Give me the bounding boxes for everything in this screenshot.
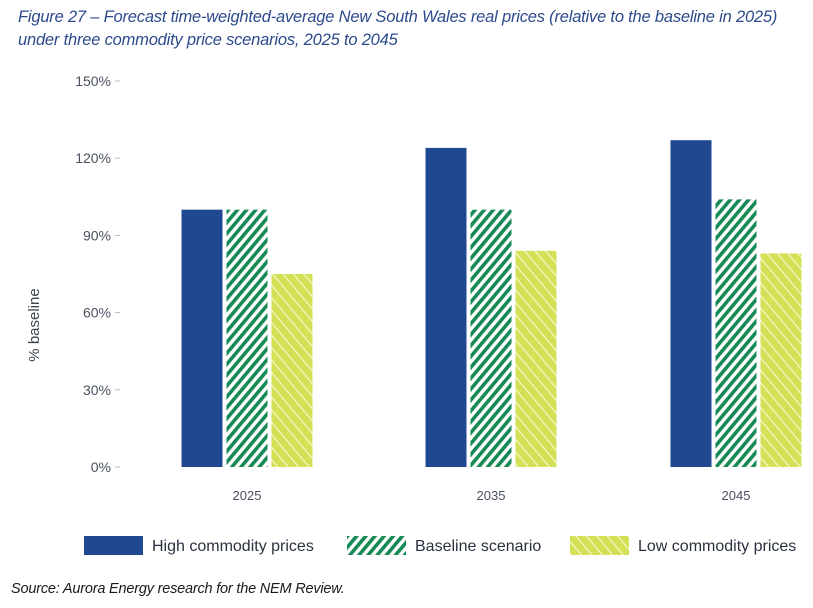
bar-high-commodity-prices-2025 bbox=[181, 209, 223, 467]
legend: High commodity prices Baseline scenario Lo… bbox=[84, 536, 796, 555]
bar-baseline-scenario-2045 bbox=[715, 199, 757, 467]
source-note: Source: Aurora Energy research for the N… bbox=[11, 581, 345, 597]
x-tick-label: 2045 bbox=[722, 488, 751, 503]
y-tick-label: 0% bbox=[91, 459, 111, 475]
legend-item: Low commodity prices bbox=[570, 536, 796, 555]
legend-label: Baseline scenario bbox=[415, 538, 541, 555]
legend-swatch bbox=[84, 536, 143, 555]
legend-item: High commodity prices bbox=[84, 536, 314, 555]
bar-group-2025 bbox=[181, 209, 313, 467]
legend-swatch bbox=[570, 536, 629, 555]
bar-low-commodity-prices-2025 bbox=[271, 274, 313, 467]
bar-high-commodity-prices-2035 bbox=[425, 147, 467, 467]
legend-item: Baseline scenario bbox=[347, 536, 541, 555]
bar-baseline-scenario-2025 bbox=[226, 209, 268, 467]
y-tick-label: 30% bbox=[83, 382, 111, 398]
y-tick-label: 150% bbox=[75, 73, 111, 89]
x-axis: 2025 2035 2045 bbox=[233, 488, 751, 503]
bar-group-2045 bbox=[670, 140, 802, 468]
y-axis-label: % baseline bbox=[26, 288, 43, 361]
y-tick-label: 60% bbox=[83, 305, 111, 321]
x-tick-label: 2025 bbox=[233, 488, 262, 503]
y-axis: 0% 30% 60% 90% 120% 150% bbox=[75, 73, 120, 475]
bar-high-commodity-prices-2045 bbox=[670, 140, 712, 468]
bars bbox=[181, 140, 802, 468]
legend-label: High commodity prices bbox=[152, 538, 314, 555]
bar-low-commodity-prices-2035 bbox=[515, 250, 557, 467]
legend-label: Low commodity prices bbox=[638, 538, 796, 555]
legend-swatch bbox=[347, 536, 406, 555]
x-tick-label: 2035 bbox=[477, 488, 506, 503]
bar-low-commodity-prices-2045 bbox=[760, 253, 802, 467]
figure-title: Figure 27 – Forecast time-weighted-avera… bbox=[18, 8, 778, 49]
y-tick-label: 120% bbox=[75, 150, 111, 166]
bar-group-2035 bbox=[425, 147, 557, 467]
bar-baseline-scenario-2035 bbox=[470, 209, 512, 467]
y-tick-label: 90% bbox=[83, 227, 111, 243]
